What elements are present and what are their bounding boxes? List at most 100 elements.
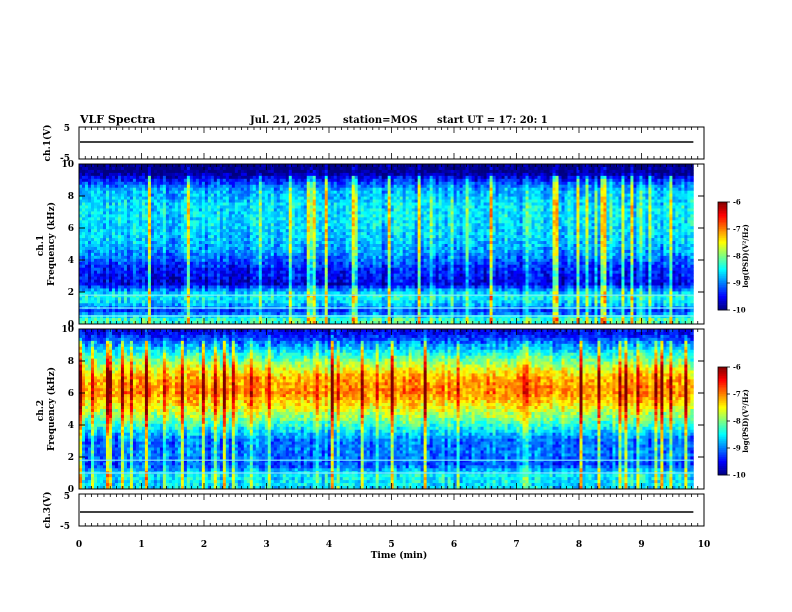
spectrogram-cell — [162, 178, 167, 183]
spectrogram-cell — [162, 226, 167, 230]
spectrogram-cell — [288, 175, 293, 180]
spectrogram-cell — [186, 238, 191, 242]
spectrogram-cell — [336, 276, 341, 280]
spectrogram-cell — [117, 267, 122, 272]
spectrogram-cell — [141, 300, 146, 304]
spectrogram-cell — [189, 202, 194, 206]
spectrogram-cell — [135, 223, 140, 227]
spectrogram-cell — [285, 220, 290, 224]
spectrogram-cell — [288, 276, 293, 280]
spectrogram-cell — [162, 267, 167, 272]
spectrogram-cell — [192, 249, 197, 254]
spectrogram-cell — [348, 249, 353, 254]
spectrogram-cell — [84, 172, 89, 177]
spectrogram-cell — [219, 288, 224, 292]
spectrogram-cell — [240, 291, 245, 295]
spectrogram-cell — [147, 264, 152, 269]
spectrogram-cell — [135, 282, 140, 286]
spectrogram-cell — [294, 193, 299, 197]
spectrogram-cell — [264, 258, 269, 263]
spectrogram-cell — [207, 258, 212, 263]
spectrogram-cell — [264, 282, 269, 286]
spectrogram-cell — [138, 208, 143, 212]
spectrogram-cell — [318, 220, 323, 224]
spectrogram-cell — [288, 211, 293, 215]
spectrogram-cell — [219, 273, 224, 277]
spectrogram-cell — [135, 285, 140, 289]
spectrogram-cell — [210, 321, 215, 325]
spectrogram-cell — [159, 214, 164, 218]
spectrogram-cell — [174, 226, 179, 230]
spectrogram-cell — [90, 276, 95, 280]
spectrogram-cell — [324, 241, 329, 245]
spectrogram-cell — [276, 244, 281, 248]
spectrogram-cell — [138, 309, 143, 313]
spectrogram-cell — [165, 279, 170, 283]
spectrogram-cell — [348, 288, 353, 292]
spectrogram-cell — [255, 164, 260, 168]
spectrogram-cell — [114, 249, 119, 254]
spectrogram-cell — [207, 193, 212, 197]
spectrogram-cell — [180, 202, 185, 206]
spectrogram-cell — [180, 258, 185, 263]
spectrogram-cell — [312, 321, 317, 325]
spectrogram-cell — [165, 187, 170, 192]
spectrogram-cell — [336, 229, 341, 233]
spectrogram-cell — [183, 229, 188, 233]
spectrogram-cell — [171, 258, 176, 263]
spectrogram-cell — [252, 164, 257, 168]
spectrogram-cell — [243, 315, 248, 319]
spectrogram-cell — [324, 164, 329, 168]
spectrogram-cell — [327, 252, 332, 257]
spectrogram-cell — [327, 217, 332, 221]
spectrogram-cell — [90, 235, 95, 239]
spectrogram-cell — [351, 312, 356, 316]
spectrogram-cell — [135, 235, 140, 239]
spectrogram-cell — [144, 175, 149, 180]
spectrogram-cell — [282, 264, 287, 269]
spectrogram-cell — [240, 258, 245, 263]
spectrogram-cell — [213, 252, 218, 257]
spectrogram-cell — [138, 235, 143, 239]
spectrogram-cell — [99, 309, 104, 313]
spectrogram-cell — [183, 217, 188, 221]
spectrogram-cell — [195, 261, 200, 266]
spectrogram-cell — [321, 229, 326, 233]
spectrogram-cell — [123, 315, 128, 319]
spectrogram-cell — [222, 175, 227, 180]
spectrogram-cell — [345, 232, 350, 236]
spectrogram-cell — [336, 223, 341, 227]
spectrogram-cell — [195, 214, 200, 218]
spectrogram-cell — [282, 249, 287, 254]
spectrogram-cell — [330, 232, 335, 236]
spectrogram-cell — [174, 166, 179, 171]
spectrogram-cell — [87, 202, 92, 206]
spectrogram-cell — [240, 264, 245, 269]
spectrogram-cell — [198, 273, 203, 277]
spectrogram-cell — [246, 270, 251, 274]
spectrogram-cell — [138, 249, 143, 254]
spectrogram-cell — [246, 276, 251, 280]
spectrogram-cell — [276, 261, 281, 266]
spectrogram-cell — [177, 264, 182, 269]
spectrogram-cell — [159, 303, 164, 307]
spectrogram-cell — [129, 181, 134, 186]
spectrogram-cell — [222, 300, 227, 304]
spectrogram-cell — [201, 232, 206, 236]
spectrogram-cell — [264, 193, 269, 197]
spectrogram-cell — [309, 264, 314, 269]
spectrogram-cell — [156, 294, 161, 298]
spectrogram-cell — [102, 282, 107, 286]
spectrogram-cell — [231, 300, 236, 304]
spectrogram-cell — [99, 288, 104, 292]
spectrogram-cell — [162, 291, 167, 295]
spectrogram-cell — [150, 294, 155, 298]
spectrogram-cell — [318, 229, 323, 233]
spectrogram-cell — [99, 264, 104, 269]
spectrogram-cell — [192, 297, 197, 301]
spectrogram-cell — [96, 246, 101, 251]
spectrogram-cell — [219, 181, 224, 186]
spectrogram-cell — [153, 181, 158, 186]
spectrogram-cell — [240, 255, 245, 260]
spectrogram-cell — [294, 217, 299, 221]
